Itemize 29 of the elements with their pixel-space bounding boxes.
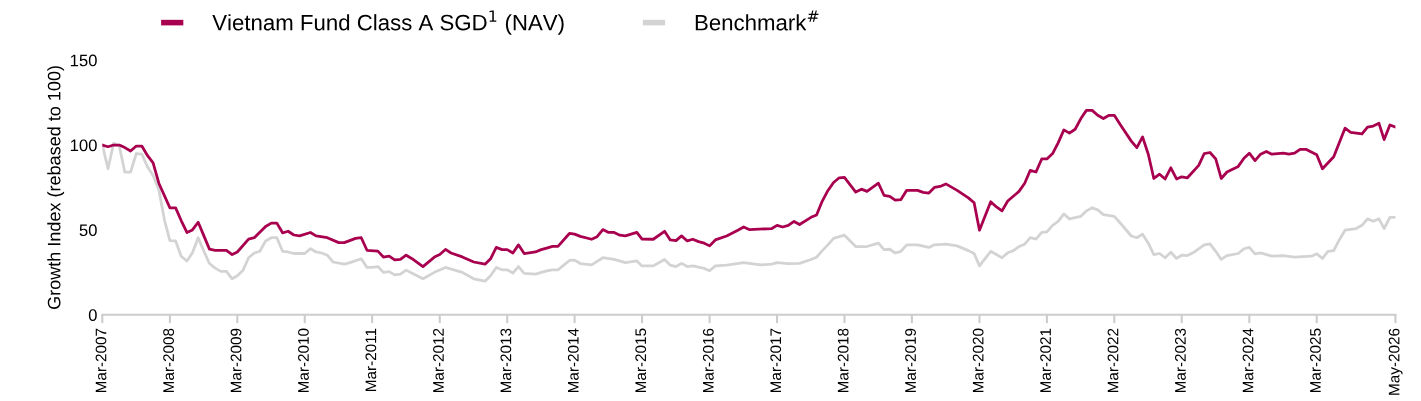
x-tick-label: Mar-2011 xyxy=(365,328,377,391)
line-series xyxy=(102,109,1396,268)
x-tick-label: Mar-2010 xyxy=(298,328,309,393)
x-tick-label: Mar-2019 xyxy=(905,328,916,393)
y-tick-label: 150 xyxy=(70,54,97,67)
y-tick-label: 0 xyxy=(88,309,97,321)
x-tick-label: Mar-2023 xyxy=(1175,328,1186,393)
legend-label: Vietnam Fund Class A SGD$^{1}$ (NAV) xyxy=(212,10,564,35)
x-tick-label: May-2026 xyxy=(1388,328,1403,395)
x-tick-label: Mar-2021 xyxy=(1040,328,1051,393)
x-tick-label: Mar-2018 xyxy=(837,328,849,393)
x-tick-label: Mar-2013 xyxy=(500,328,512,393)
y-tick-label: 100 xyxy=(70,139,97,152)
x-tick-label: Mar-2012 xyxy=(433,328,444,393)
x-tick-label: Mar-2009 xyxy=(230,328,242,393)
x-tick-label: Mar-2017 xyxy=(770,328,782,393)
x-tick-label: Mar-2024 xyxy=(1242,328,1254,393)
x-tick-label: Mar-2020 xyxy=(972,328,984,393)
x-tick-label: Mar-2025 xyxy=(1310,328,1321,393)
x-tick-label: Mar-2007 xyxy=(95,328,107,393)
x-tick-label: Mar-2022 xyxy=(1107,328,1119,393)
x-tick-label: Mar-2014 xyxy=(567,328,579,393)
x-tick-label: Mar-2015 xyxy=(635,328,647,393)
y-axis-title: Growth Index (rebased to 100) xyxy=(47,66,65,309)
line-series xyxy=(102,141,1396,283)
x-tick-label: Mar-2008 xyxy=(163,328,175,393)
legend-label: Benchmark$^{#}$ xyxy=(695,10,819,31)
x-tick-label: Mar-2016 xyxy=(702,328,714,393)
y-tick-label: 50 xyxy=(79,224,97,237)
